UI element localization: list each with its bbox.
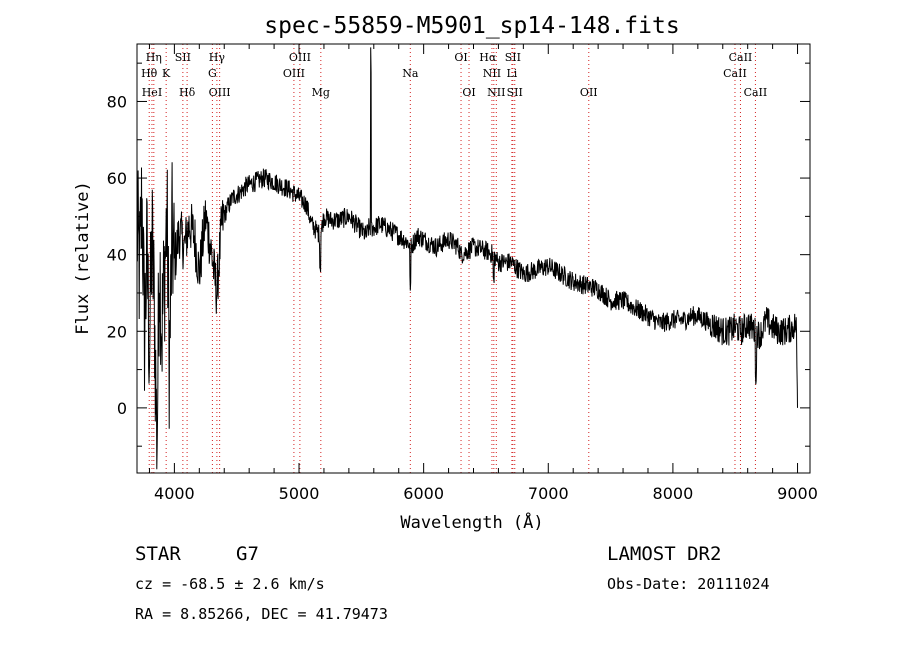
y-tick-label: 60 <box>107 169 127 188</box>
spectral-line-label: OII <box>580 86 598 99</box>
axis-ticks <box>137 44 810 473</box>
chart-title: spec-55859-M5901_sp14-148.fits <box>264 13 679 39</box>
y-tick-label: 80 <box>107 92 127 111</box>
spectral-line-label: Hθ <box>141 67 158 80</box>
spectral-line-label: OIII <box>283 67 305 80</box>
spectral-line-label: CaII <box>744 86 768 99</box>
spectral-line-label: Li <box>506 67 517 80</box>
x-tick-label: 5000 <box>279 484 320 503</box>
y-axis-label: Flux (relative) <box>73 181 93 335</box>
spectral-line-label: Hα <box>479 51 497 64</box>
spectral-line-label: OI <box>454 51 467 64</box>
y-tick-label: 0 <box>117 399 127 418</box>
x-tick-label: 6000 <box>403 484 444 503</box>
spectral-line-label: Hη <box>146 51 162 64</box>
obs-date: Obs-Date: 20111024 <box>607 575 770 593</box>
spectral-line-label: CaII <box>729 51 753 64</box>
spectral-line-label: Mg <box>312 86 330 99</box>
x-tick-label: 9000 <box>777 484 818 503</box>
x-tick-label: 4000 <box>154 484 195 503</box>
survey-name: LAMOST DR2 <box>607 543 721 565</box>
spectral-line-label: SII <box>507 86 523 99</box>
spectrum-series <box>136 47 798 470</box>
plot-frame <box>136 43 811 474</box>
spectral-line-label: SII <box>175 51 191 64</box>
redshift-readout: cz = -68.5 ± 2.6 km/s <box>135 575 325 593</box>
object-subclass: G7 <box>236 543 259 565</box>
axis-tick-labels: 4000 5000 6000 7000 8000 9000 0 20 40 60 80 <box>107 92 818 503</box>
spectral-line-label: K <box>162 67 171 80</box>
spectral-line-label: NII <box>487 86 505 99</box>
y-tick-label: 40 <box>107 246 127 265</box>
spectral-line-label: G <box>208 67 217 80</box>
spectral-line-label: OIII <box>209 86 231 99</box>
spectral-line-label: Hδ <box>179 86 196 99</box>
x-tick-label: 8000 <box>653 484 694 503</box>
spectral-line-label: OIII <box>289 51 311 64</box>
y-tick-label: 20 <box>107 322 127 341</box>
spectral-line-label: Hγ <box>209 51 226 64</box>
coordinates: RA = 8.85266, DEC = 41.79473 <box>135 605 388 623</box>
spectral-line-label: HeI <box>142 86 162 99</box>
spectral-line-label: SII <box>505 51 521 64</box>
x-tick-label: 7000 <box>528 484 569 503</box>
x-axis-label: Wavelength (Å) <box>400 511 543 533</box>
flux-line <box>136 47 798 470</box>
spectral-line-label: Na <box>402 67 419 80</box>
spectral-line-label: NII <box>483 67 501 80</box>
spectral-line-label: CaII <box>723 67 747 80</box>
object-class: STAR <box>135 543 181 565</box>
spectral-line-markers <box>148 44 756 473</box>
spectral-line-label: OI <box>462 86 475 99</box>
